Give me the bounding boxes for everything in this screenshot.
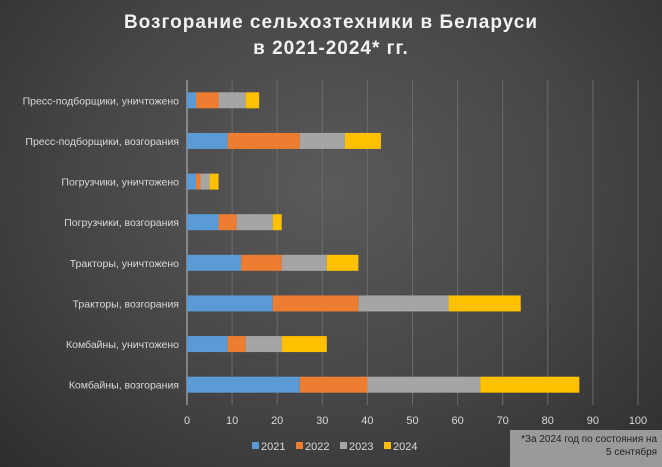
x-tick-label: 60 (451, 415, 463, 427)
bar-segment-2023 (299, 132, 345, 149)
x-tick-label: 80 (542, 415, 554, 427)
bar-segment-2022 (218, 214, 237, 231)
footnote-line1: *За 2024 год по состояния на (521, 434, 657, 445)
bar-segment-2024 (480, 376, 580, 393)
chart-title-line2: в 2021-2024* гг. (253, 38, 409, 59)
legend-swatch-2023 (340, 442, 347, 449)
legend-label-2023: 2023 (349, 441, 373, 453)
y-category-label: Тракторы, уничтожено (70, 258, 179, 270)
y-category-label: Пресс-подборщики, уничтожено (23, 95, 180, 107)
bar-segment-2022 (227, 132, 300, 149)
bar-segment-2024 (448, 295, 521, 312)
legend-swatch-2021 (252, 442, 259, 449)
bar-segment-2023 (367, 376, 481, 393)
legend-swatch-2022 (296, 442, 303, 449)
x-tick-label: 70 (497, 415, 509, 427)
bar-segment-2023 (281, 254, 327, 271)
x-tick-label: 10 (226, 415, 238, 427)
bar-segment-2021 (187, 92, 197, 109)
bar-segment-2023 (245, 336, 282, 353)
legend-label-2021: 2021 (261, 441, 285, 453)
x-tick-label: 100 (629, 415, 647, 427)
x-tick-label: 30 (316, 415, 328, 427)
bar-segment-2022 (272, 295, 359, 312)
x-tick-label: 50 (406, 415, 418, 427)
bar-segment-2022 (227, 336, 246, 353)
footnote-line2: 5 сентября (605, 447, 657, 458)
y-category-label: Тракторы, возгорания (73, 298, 179, 310)
bar-segment-2021 (187, 214, 219, 231)
bar-segment-2024 (281, 336, 327, 353)
legend-label-2022: 2022 (305, 441, 329, 453)
bar-segment-2021 (187, 376, 300, 393)
bar-segment-2023 (358, 295, 449, 312)
x-tick-label: 40 (361, 415, 373, 427)
bar-segment-2021 (187, 295, 273, 312)
bar-segment-2023 (200, 173, 210, 190)
bar-segment-2022 (299, 376, 368, 393)
x-tick-label: 90 (587, 415, 599, 427)
bar-segment-2021 (187, 132, 228, 149)
y-category-label: Погрузчики, возгорания (64, 217, 179, 229)
bar-segment-2022 (196, 173, 201, 190)
bar-segment-2021 (187, 254, 242, 271)
x-tick-label: 20 (271, 415, 283, 427)
y-category-label: Комбайны, уничтожено (66, 339, 179, 351)
bar-segment-2024 (209, 173, 219, 190)
bar-segment-2022 (241, 254, 282, 271)
y-category-label: Комбайны, возгорания (69, 380, 179, 392)
bar-segment-2023 (218, 92, 246, 109)
y-category-label: Погрузчики, уничтожено (61, 177, 179, 189)
footnote: *За 2024 год по состояния на 5 сентября (510, 430, 662, 467)
chart-title-line1: Возгорание сельхозтехники в Беларуси (123, 12, 539, 33)
bar-segment-2023 (236, 214, 273, 231)
x-tick-label: 0 (184, 415, 190, 427)
bar-segment-2022 (196, 92, 219, 109)
bar-segment-2024 (326, 254, 359, 271)
bar-segment-2021 (187, 173, 197, 190)
legend-swatch-2024 (384, 442, 391, 449)
bar-segment-2021 (187, 336, 228, 353)
bar-segment-2024 (272, 214, 282, 231)
y-category-label: Пресс-подборщики, возгорания (25, 136, 179, 148)
bar-segment-2024 (344, 132, 381, 149)
legend-label-2024: 2024 (393, 441, 417, 453)
bar-segment-2024 (245, 92, 260, 109)
